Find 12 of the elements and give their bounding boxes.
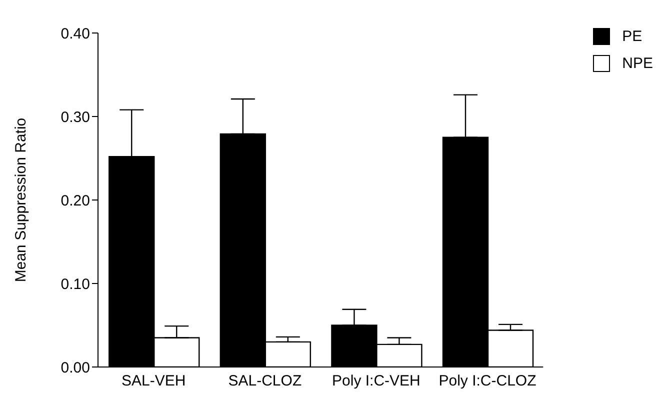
legend-label: PE [622, 28, 642, 45]
x-tick-label: Poly I:C-CLOZ [438, 372, 536, 390]
y-tick-label: 0.30 [60, 108, 90, 126]
legend-label: NPE [622, 55, 653, 72]
x-tick-label: SAL-CLOZ [228, 372, 302, 390]
y-tick-label: 0.20 [60, 192, 90, 210]
y-axis-title: Mean Suppression Ratio [12, 118, 30, 282]
x-tick-label: SAL-VEH [122, 372, 186, 390]
y-tick-label: 0.00 [60, 359, 90, 376]
y-tick-label: 0.40 [60, 25, 90, 42]
y-tick-label: 0.10 [60, 276, 90, 293]
x-tick-label: Poly I:C-VEH [332, 372, 420, 390]
